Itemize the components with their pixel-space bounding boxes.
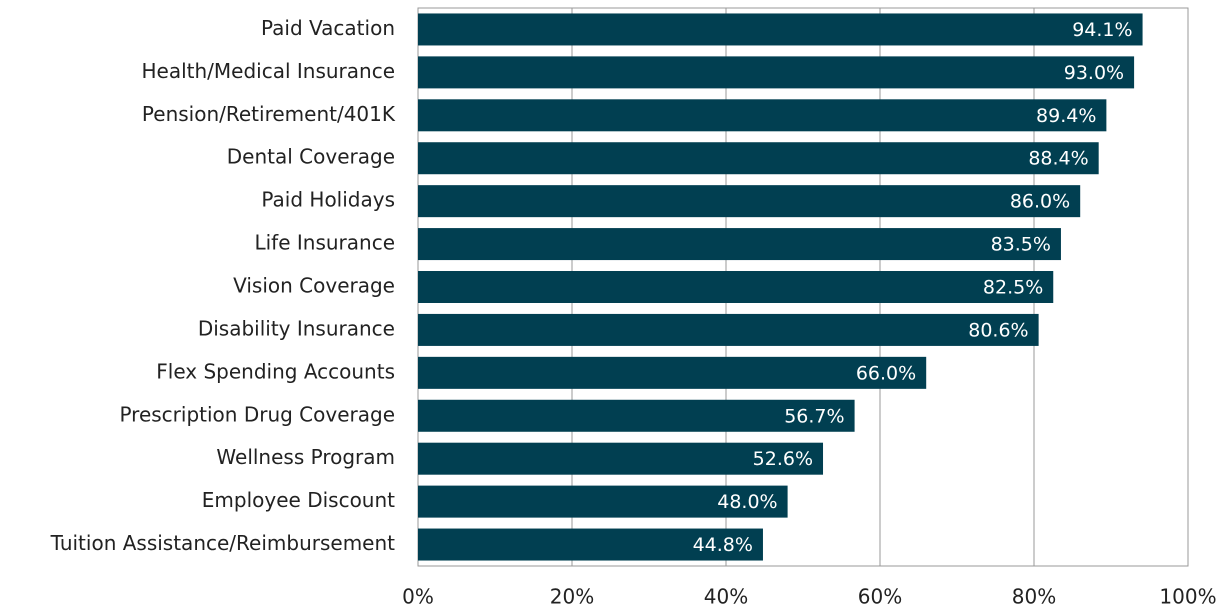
bar — [418, 356, 927, 389]
value-label: 93.0% — [1064, 62, 1124, 84]
y-tick-label: Employee Discount — [202, 488, 395, 512]
y-tick-label: Disability Insurance — [198, 316, 395, 340]
bar — [418, 13, 1143, 46]
y-tick-label: Pension/Retirement/401K — [142, 102, 396, 126]
x-tick-label: 80% — [1012, 585, 1056, 609]
x-tick-label: 60% — [858, 585, 902, 609]
bar — [418, 271, 1054, 303]
y-tick-label: Life Insurance — [254, 231, 395, 255]
x-tick-label: 100% — [1159, 585, 1216, 609]
y-tick-label: Wellness Program — [216, 445, 395, 469]
value-label: 89.4% — [1036, 105, 1096, 127]
value-label: 48.0% — [717, 491, 777, 513]
y-tick-label: Paid Holidays — [261, 188, 395, 212]
bar — [418, 228, 1061, 261]
value-label: 94.1% — [1072, 19, 1132, 41]
y-tick-label: Vision Coverage — [233, 274, 395, 298]
x-tick-label: 40% — [704, 585, 748, 609]
y-tick-label: Dental Coverage — [227, 145, 395, 169]
value-label: 88.4% — [1028, 148, 1088, 170]
x-tick-label: 0% — [402, 585, 434, 609]
y-tick-label: Prescription Drug Coverage — [119, 402, 395, 426]
bar — [418, 442, 824, 475]
x-tick-label: 20% — [550, 585, 594, 609]
bar — [418, 56, 1135, 89]
bar — [418, 485, 788, 518]
bar — [418, 185, 1081, 218]
value-label: 80.6% — [968, 319, 1028, 341]
bar — [418, 313, 1039, 346]
y-tick-label: Tuition Assistance/Reimbursement — [50, 531, 396, 555]
value-label: 83.5% — [991, 234, 1051, 256]
value-label: 86.0% — [1010, 191, 1070, 213]
y-tick-label: Health/Medical Insurance — [141, 59, 395, 83]
value-label: 66.0% — [856, 362, 916, 384]
bar — [418, 142, 1099, 175]
y-tick-label: Paid Vacation — [261, 16, 395, 40]
value-label: 52.6% — [753, 448, 813, 470]
value-label: 82.5% — [983, 277, 1043, 299]
bar — [418, 399, 855, 432]
bar — [418, 99, 1107, 132]
bar — [418, 528, 763, 561]
value-label: 44.8% — [693, 534, 753, 556]
y-tick-label: Flex Spending Accounts — [156, 359, 395, 383]
value-label: 56.7% — [784, 405, 844, 427]
